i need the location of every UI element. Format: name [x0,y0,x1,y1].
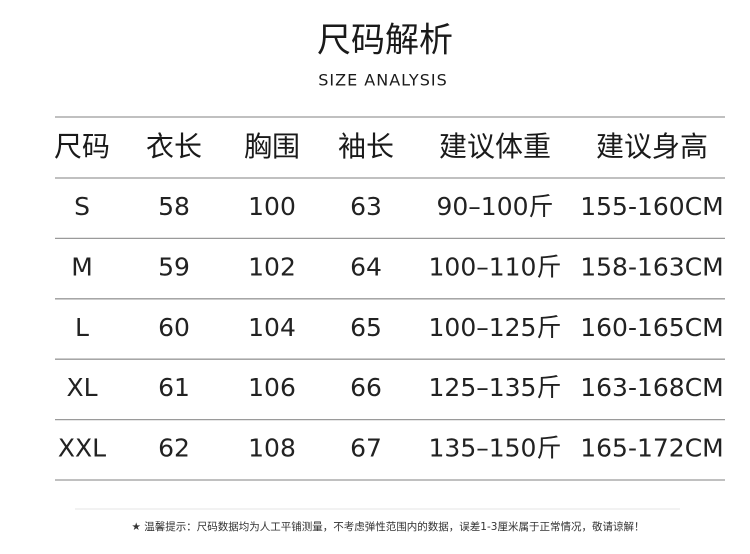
column-header: 尺码 [54,130,110,163]
column-header: 建议体重 [439,130,551,163]
cell: 135–150斤 [429,434,562,463]
cell: 163-168CM [580,373,723,402]
cell: 100–110斤 [429,252,562,281]
cell: 160-165CM [580,313,723,342]
cell: 165-172CM [580,434,723,463]
column-header: 胸围 [244,130,300,163]
title: 尺码解析 [317,21,453,61]
cell: 102 [248,252,296,281]
column-header: 袖长 [338,130,394,163]
column-header: 衣长 [146,130,202,163]
footnote: ★ 温馨提示：尺码数据均为人工平铺测量，不考虑弹性范围内的数据，误差1-3厘米属… [132,520,645,533]
cell: 106 [248,373,296,402]
cell: 63 [350,192,382,221]
cell: 100 [248,192,296,221]
cell: 61 [158,373,190,402]
cell: 158-163CM [580,252,723,281]
cell: XXL [58,434,106,463]
cell: 90–100斤 [436,192,553,221]
cell: 60 [158,313,190,342]
cell: 62 [158,434,190,463]
cell: 108 [248,434,296,463]
cell: L [75,313,89,342]
cell: 125–135斤 [429,373,562,402]
cell: 66 [350,373,382,402]
cell: S [74,192,90,221]
subtitle: SIZE ANALYSIS [318,71,447,90]
cell: 59 [158,252,190,281]
table: 尺码 衣长 胸围 袖长 建议体重 建议身高 S 58 100 63 90–100斤 155-160CM… [54,130,725,481]
cell: 155-160CM [580,192,723,221]
cell: 104 [248,313,296,342]
column-header: 建议身高 [596,130,708,163]
cell: 58 [158,192,190,221]
cell: 65 [350,313,382,342]
cell: 64 [350,252,382,281]
cell: 100–125斤 [429,313,562,342]
cell: M [71,252,93,281]
cell: XL [66,373,97,402]
cell: 67 [350,434,382,463]
